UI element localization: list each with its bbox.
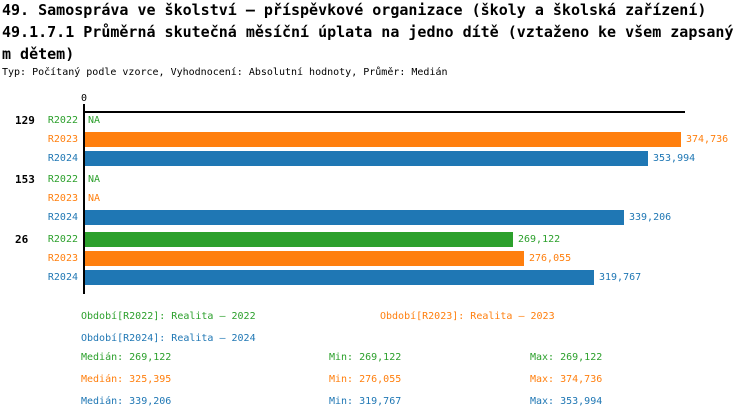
bar: 276,055: [85, 251, 571, 266]
axis-tick: [83, 104, 85, 112]
stat-max-r2023: Max: 374,736: [530, 374, 603, 385]
stat-max-r2022: Max: 269,122: [530, 352, 603, 363]
stat-median-r2023: Medián: 325,395: [81, 374, 172, 385]
bar-value-label: 339,206: [629, 212, 672, 223]
group-label: 26: [15, 233, 29, 246]
bar: 339,206: [85, 210, 671, 225]
stat-max-r2024: Max: 353,994: [530, 396, 603, 407]
stat-min-r2022: Min: 269,122: [329, 352, 402, 363]
bar: 353,994: [85, 151, 695, 166]
bar: 319,767: [85, 270, 641, 285]
series-label: R2024: [47, 212, 78, 223]
indicator-subtitle: 49.1.7.1 Průměrná skutečná měsíční úplat…: [2, 23, 734, 41]
page-title: 49. Samospráva ve školství – příspěvkové…: [2, 1, 707, 19]
series-label: R2023: [47, 134, 78, 145]
series-label: R2024: [47, 272, 78, 283]
bar-value-label: 374,736: [686, 134, 729, 145]
x-axis-line: [83, 111, 685, 113]
axis-zero-label: 0: [80, 93, 88, 104]
series-label: R2024: [47, 153, 78, 164]
bar-row: R2024 339,206: [0, 210, 750, 225]
bar: 374,736: [85, 132, 728, 147]
bar-row: R2023 276,055: [0, 251, 750, 266]
series-label: R2023: [47, 253, 78, 264]
bar-value-label: 276,055: [529, 253, 572, 264]
stat-median-r2022: Medián: 269,122: [81, 352, 172, 363]
stat-median-r2024: Medián: 339,206: [81, 396, 172, 407]
indicator-subtitle-wrap: m dětem): [2, 45, 75, 63]
stat-min-r2024: Min: 319,767: [329, 396, 402, 407]
series-label: R2022: [47, 174, 78, 185]
bar: 269,122: [85, 232, 560, 247]
na-value: NA: [88, 115, 101, 126]
series-label: R2023: [47, 193, 78, 204]
y-axis-line: [83, 111, 85, 294]
na-value: NA: [88, 193, 101, 204]
group-label: 129: [15, 114, 35, 127]
bar-row: R2022 NA: [0, 172, 750, 187]
bar-value-label: 353,994: [653, 153, 696, 164]
series-label: R2022: [47, 115, 78, 126]
bar-value-label: 269,122: [518, 234, 561, 245]
meta-line: Typ: Počítaný podle vzorce, Vyhodnocení:…: [2, 67, 448, 78]
legend-item-r2023: Období[R2023]: Realita – 2023: [380, 311, 555, 322]
series-label: R2022: [47, 234, 78, 245]
bar-row: R2024 319,767: [0, 270, 750, 285]
legend-item-r2022: Období[R2022]: Realita – 2022: [81, 311, 256, 322]
group-label: 153: [15, 173, 35, 186]
bar-row: R2023 NA: [0, 191, 750, 206]
stat-min-r2023: Min: 276,055: [329, 374, 402, 385]
bar-row: R2023 374,736: [0, 132, 750, 147]
na-value: NA: [88, 174, 101, 185]
bar-row: R2022 NA: [0, 113, 750, 128]
bar-row: R2022 269,122: [0, 232, 750, 247]
legend-item-r2024: Období[R2024]: Realita – 2024: [81, 333, 256, 344]
bar-row: R2024 353,994: [0, 151, 750, 166]
bar-value-label: 319,767: [599, 272, 642, 283]
